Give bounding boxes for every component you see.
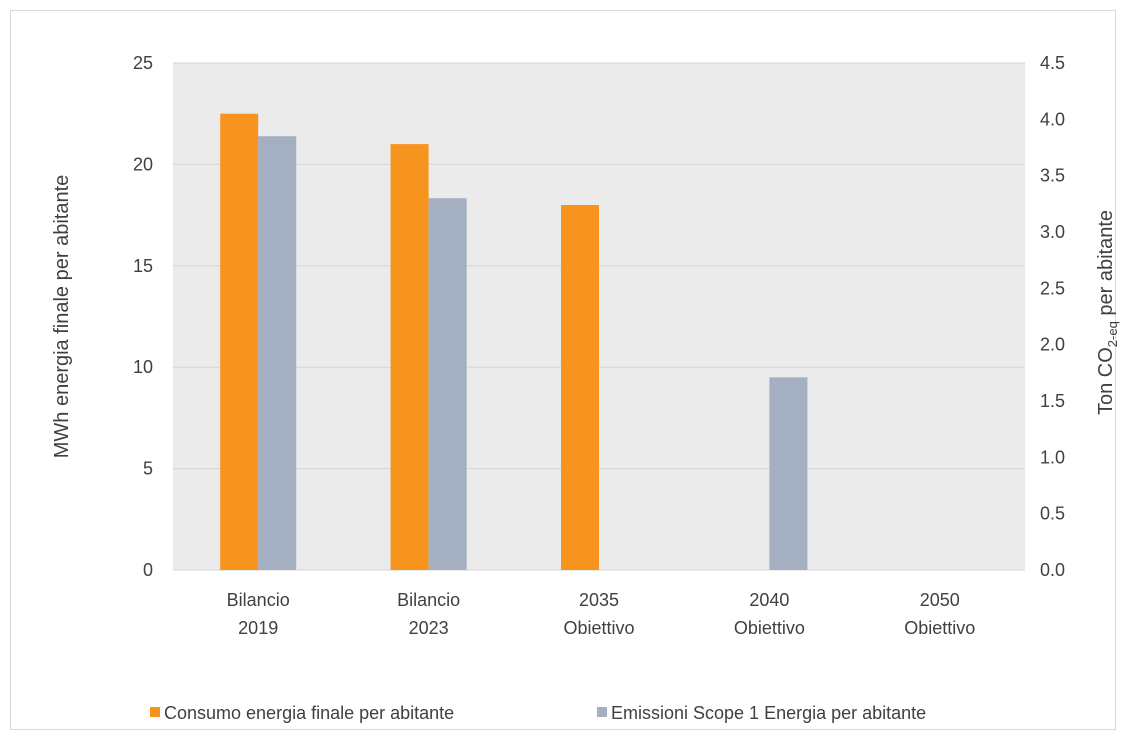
left-axis-title: MWh energia finale per abitante	[51, 175, 73, 459]
left-tick-label: 15	[133, 256, 153, 276]
left-tick-label: 20	[133, 154, 153, 174]
right-axis-ticks: 0.0 0.5 1.0 1.5 2.0 2.5 3.0 3.5 4.0 4.5	[1040, 53, 1065, 580]
right-axis-title-suffix: per abitante	[1095, 210, 1117, 321]
legend: Consumo energia finale per abitante Emis…	[150, 703, 926, 723]
category-label: Bilancio	[227, 590, 290, 610]
right-tick-label: 0.5	[1040, 504, 1065, 524]
right-tick-label: 4.5	[1040, 53, 1065, 73]
bar-emissioni-3	[769, 377, 808, 570]
category-label: 2040	[749, 590, 789, 610]
bar-consumo-0	[220, 113, 259, 570]
legend-swatch-consumo	[150, 707, 160, 717]
category-label: Obiettivo	[904, 618, 975, 638]
legend-label-emissioni: Emissioni Scope 1 Energia per abitante	[611, 703, 926, 723]
category-label: 2019	[238, 618, 278, 638]
legend-label-consumo: Consumo energia finale per abitante	[164, 703, 454, 723]
category-label: 2035	[579, 590, 619, 610]
right-tick-label: 2.0	[1040, 335, 1065, 355]
left-axis-ticks: 0 5 10 15 20 25	[133, 53, 153, 580]
category-label: 2050	[920, 590, 960, 610]
left-tick-label: 25	[133, 53, 153, 73]
right-tick-label: 0.0	[1040, 560, 1065, 580]
category-label: Bilancio	[397, 590, 460, 610]
right-axis-title-prefix: Ton CO	[1095, 347, 1117, 415]
left-tick-label: 10	[133, 357, 153, 377]
legend-swatch-emissioni	[597, 707, 607, 717]
bar-emissioni-1	[428, 198, 467, 570]
right-tick-label: 3.0	[1040, 222, 1065, 242]
right-axis-title: Ton CO2-eq per abitante	[1095, 210, 1120, 415]
right-tick-label: 1.5	[1040, 391, 1065, 411]
right-tick-label: 2.5	[1040, 278, 1065, 298]
bar-consumo-1	[390, 144, 429, 570]
category-label: Obiettivo	[734, 618, 805, 638]
category-label: Obiettivo	[563, 618, 634, 638]
left-tick-label: 5	[143, 459, 153, 479]
right-tick-label: 4.0	[1040, 109, 1065, 129]
bar-consumo-2	[561, 204, 599, 570]
bars	[220, 113, 808, 570]
left-tick-label: 0	[143, 560, 153, 580]
right-axis-title-subscript: 2-eq	[1105, 321, 1120, 347]
right-tick-label: 3.5	[1040, 166, 1065, 186]
bar-emissioni-0	[258, 136, 297, 570]
category-labels: Bilancio 2019 Bilancio 2023 2035 Obiettivo 204…	[227, 590, 976, 638]
category-label: 2023	[409, 618, 449, 638]
right-tick-label: 1.0	[1040, 447, 1065, 467]
